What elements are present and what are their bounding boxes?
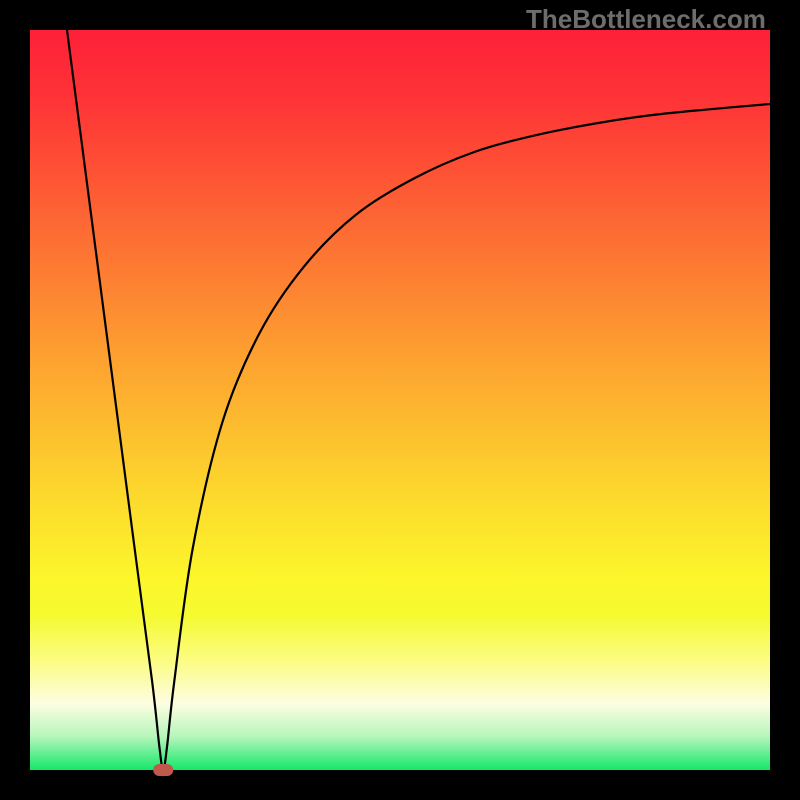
plot-gradient-background <box>30 30 770 770</box>
trough-marker <box>153 764 173 776</box>
bottleneck-chart-svg <box>0 0 800 800</box>
chart-canvas: TheBottleneck.com <box>0 0 800 800</box>
